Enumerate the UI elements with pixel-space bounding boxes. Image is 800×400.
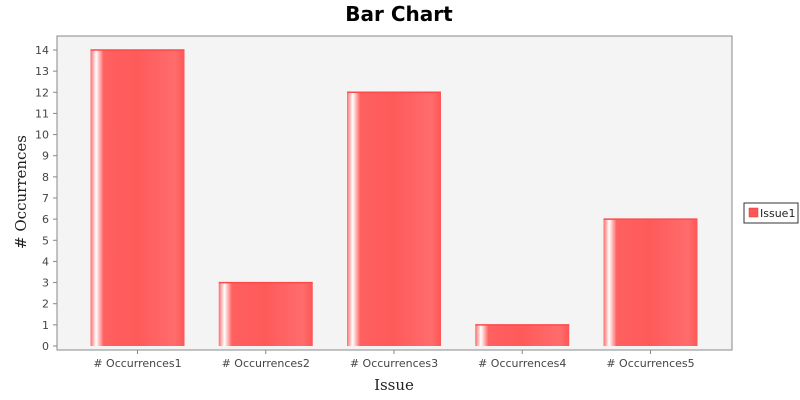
y-tick-label: 6 <box>42 213 49 226</box>
y-tick-label: 12 <box>35 86 49 99</box>
y-tick-label: 10 <box>35 129 49 142</box>
bar-series <box>90 49 698 347</box>
bar <box>475 324 570 346</box>
y-tick-label: 8 <box>42 171 49 184</box>
y-axis-label: # Occurrences <box>12 135 30 249</box>
y-tick-label: 4 <box>42 255 49 268</box>
y-tick-label: 0 <box>42 340 49 353</box>
y-tick-label: 1 <box>42 319 49 332</box>
y-tick-label: 3 <box>42 277 49 290</box>
x-tick-label: # Occurrences4 <box>478 357 566 370</box>
y-tick-label: 2 <box>42 298 49 311</box>
x-tick-label: # Occurrences3 <box>350 357 438 370</box>
y-tick-label: 11 <box>35 107 49 120</box>
bar <box>218 282 313 346</box>
legend-swatch <box>748 207 759 218</box>
legend-label-issue1: Issue1 <box>760 207 795 220</box>
y-tick-label: 7 <box>42 192 49 205</box>
bar <box>347 92 441 347</box>
y-tick-label: 5 <box>42 234 49 247</box>
legend: Issue1 <box>743 202 799 224</box>
y-tick-label: 14 <box>35 44 49 57</box>
y-tick-label: 9 <box>42 150 49 163</box>
x-axis: # Occurrences1 # Occurrences2 # Occurrence… <box>57 349 732 370</box>
bar <box>90 50 185 346</box>
x-tick-label: # Occurrences5 <box>606 357 694 370</box>
bar <box>603 219 698 346</box>
x-tick-label: # Occurrences2 <box>222 357 310 370</box>
x-axis-label: Issue <box>374 376 414 394</box>
x-tick-label: # Occurrences1 <box>93 357 181 370</box>
y-tick-label: 13 <box>35 65 49 78</box>
chart-title: Bar Chart <box>345 2 453 26</box>
